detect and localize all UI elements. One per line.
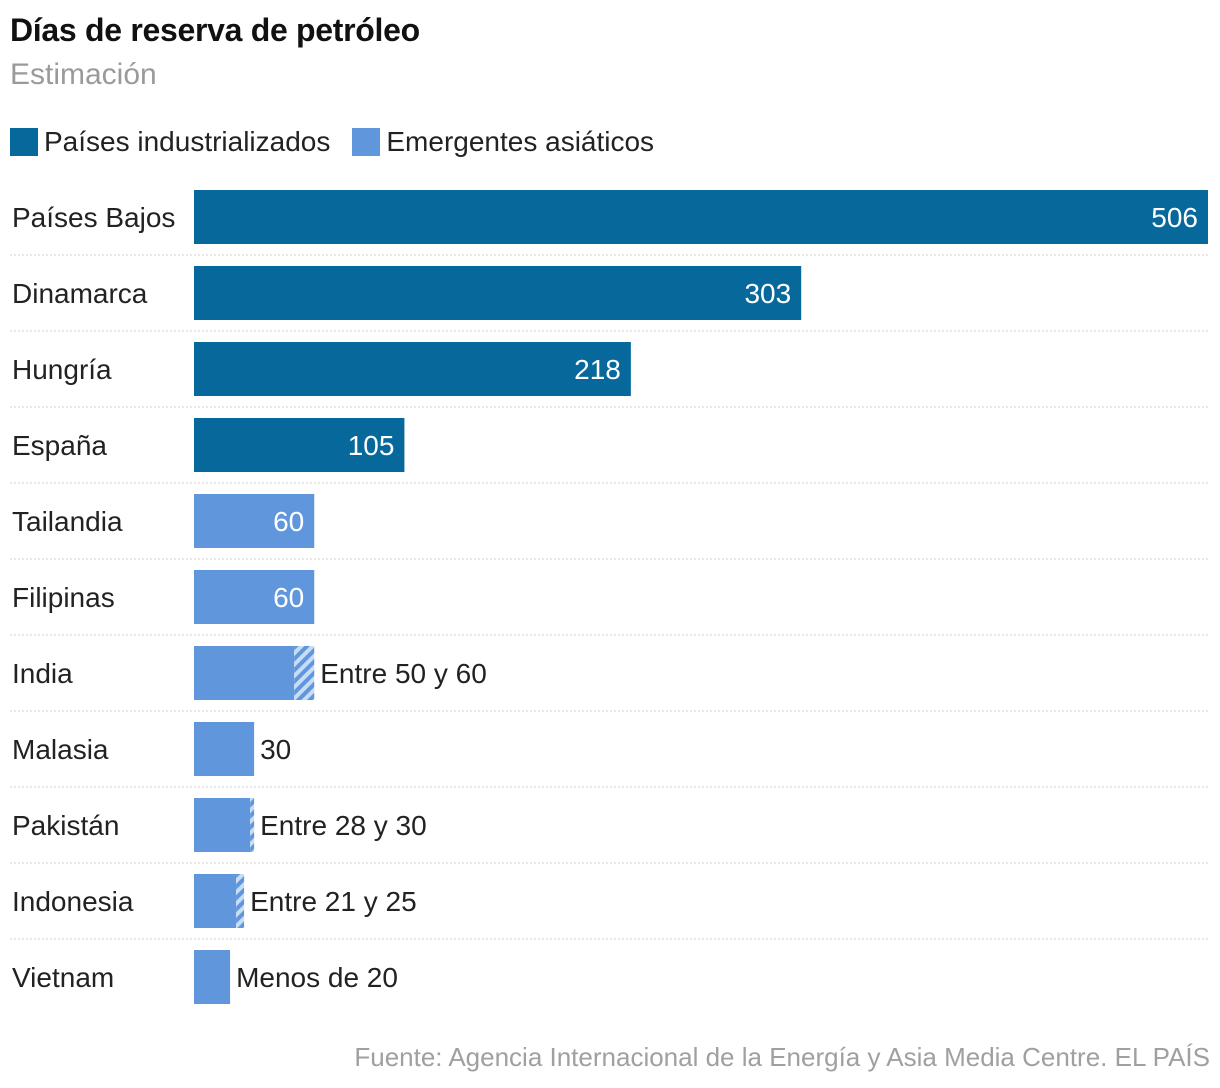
chart-subtitle: Estimación: [10, 58, 157, 91]
legend-label-industrializados: Países industrializados: [44, 126, 331, 157]
bar-espana: [194, 418, 405, 472]
category-label-india: India: [12, 658, 73, 689]
chart-title: Días de reserva de petróleo: [10, 12, 420, 48]
legend-item-industrializados: Países industrializados: [10, 126, 330, 158]
bar-pakistan: [194, 798, 251, 852]
category-label-tailandia: Tailandia: [12, 506, 123, 537]
value-label-indonesia: Entre 21 y 25: [250, 886, 417, 917]
bar-indonesia: [194, 874, 237, 928]
bar-range-pakistan: [250, 798, 255, 852]
bar-range-india: [294, 646, 315, 700]
bar-chart: Países Bajos 506 Dinamarca 303 Hungría 218 Esp…: [10, 190, 1208, 1004]
legend: Países industrializados Emergentes asiát…: [10, 126, 676, 158]
bar-tailandia: [194, 494, 315, 548]
category-label-pakistan: Pakistán: [12, 810, 119, 841]
bar-dinamarca: [194, 266, 802, 320]
category-label-filipinas: Filipinas: [12, 582, 115, 613]
value-label-filipinas: 60: [273, 582, 304, 613]
bar-india: [194, 646, 295, 700]
bar-malasia: [194, 722, 255, 776]
category-label-malasia: Malasia: [12, 734, 109, 765]
value-label-pakistan: Entre 28 y 30: [260, 810, 427, 841]
category-label-indonesia: Indonesia: [12, 886, 134, 917]
value-label-hungria: 218: [574, 354, 621, 385]
legend-item-emergentes: Emergentes asiáticos: [352, 126, 654, 158]
value-label-paises-bajos: 506: [1151, 202, 1198, 233]
value-label-vietnam: Menos de 20: [236, 962, 398, 993]
bar-vietnam: [194, 950, 231, 1004]
legend-swatch-industrializados: [10, 128, 38, 156]
category-label-vietnam: Vietnam: [12, 962, 114, 993]
legend-label-emergentes: Emergentes asiáticos: [386, 126, 655, 157]
category-label-paises-bajos: Países Bajos: [12, 202, 175, 233]
bar-range-indonesia: [236, 874, 245, 928]
value-label-malasia: 30: [260, 734, 291, 765]
value-label-dinamarca: 303: [744, 278, 791, 309]
bar-hungria: [194, 342, 631, 396]
source-note: Fuente: Agencia Internacional de la Ener…: [354, 1042, 1210, 1072]
value-label-espana: 105: [348, 430, 395, 461]
category-label-espana: España: [12, 430, 107, 461]
value-label-india: Entre 50 y 60: [320, 658, 487, 689]
legend-swatch-emergentes: [352, 128, 381, 156]
category-label-hungria: Hungría: [12, 354, 112, 385]
bar-filipinas: [194, 570, 315, 624]
bar-paises-bajos: [194, 190, 1208, 244]
value-label-tailandia: 60: [273, 506, 304, 537]
category-label-dinamarca: Dinamarca: [12, 278, 148, 309]
